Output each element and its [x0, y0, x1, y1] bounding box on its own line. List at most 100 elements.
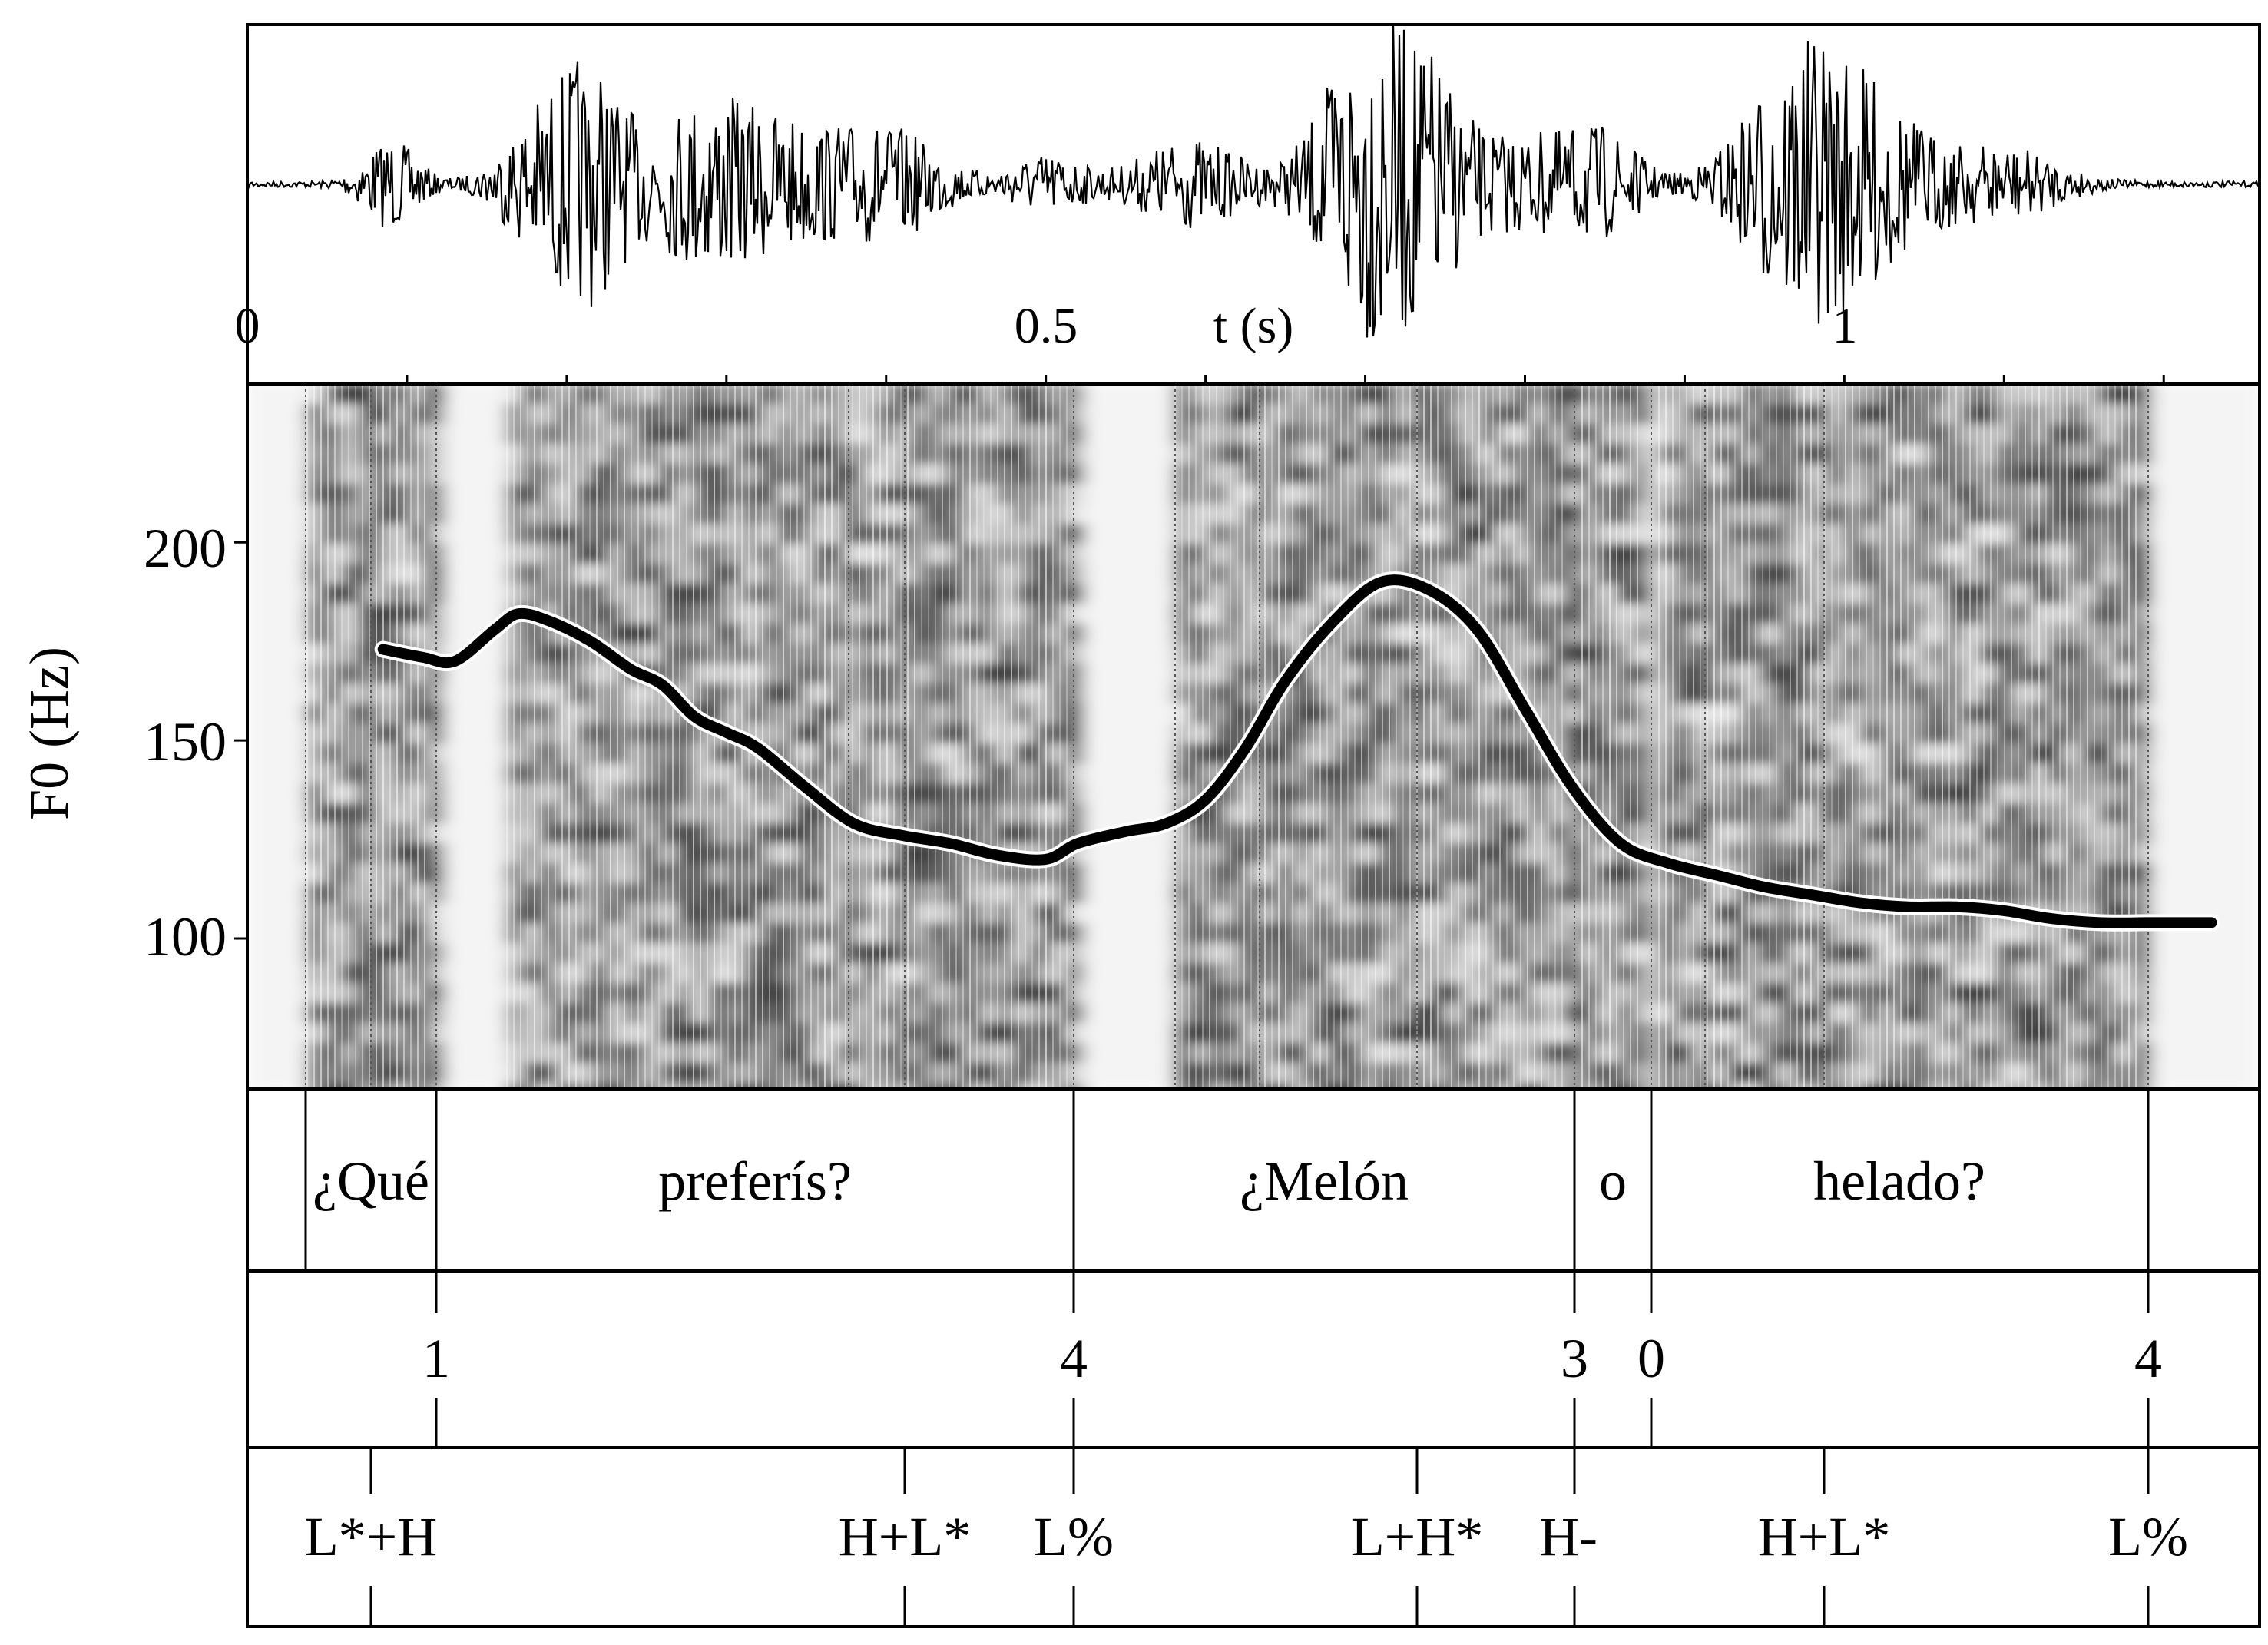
spectrogram-cell	[358, 524, 376, 545]
spectrogram-cell	[625, 883, 644, 905]
spectrogram-cell	[1633, 664, 1651, 685]
spectrogram-cell	[1896, 624, 1914, 645]
spectrogram-cell	[676, 1043, 694, 1064]
spectrogram-cell	[2048, 743, 2066, 765]
spectrogram-cell	[2081, 723, 2100, 745]
spectrogram-cell	[1693, 763, 1711, 785]
spectrogram-cell	[642, 823, 661, 845]
spectrogram-cell	[845, 783, 863, 805]
spectrogram-cell	[591, 504, 610, 525]
spectrogram-cell	[743, 963, 762, 985]
spectrogram-cell	[642, 504, 661, 525]
spectrogram-cell	[1777, 1083, 1796, 1089]
spectrogram-cell	[1226, 983, 1244, 1005]
spectrogram-cell	[1760, 1083, 1779, 1089]
spectrogram-cell	[1896, 504, 1914, 525]
spectrogram-cell	[946, 943, 965, 965]
spectrogram-cell	[1616, 524, 1634, 545]
spectrogram-cell	[1946, 664, 1965, 685]
spectrogram-cell	[1811, 763, 1829, 785]
spectrogram-cell	[1378, 823, 1396, 845]
spectrogram-cell	[2081, 1083, 2100, 1089]
spectrogram-cell	[1260, 983, 1278, 1005]
spectrogram-cell	[1760, 1043, 1779, 1064]
spectrogram-cell	[1395, 943, 1413, 965]
spectrogram-cell	[794, 484, 813, 505]
spectrogram-cell	[1862, 1083, 1880, 1089]
spectrogram-cell	[777, 464, 796, 485]
spectrogram-cell	[1929, 624, 1948, 645]
spectrogram-cell	[1777, 624, 1796, 645]
spectrogram-cell	[828, 1003, 846, 1024]
spectrogram-cell	[727, 524, 745, 545]
spectrogram-cell	[2048, 1063, 2066, 1084]
spectrogram-cell	[1811, 1003, 1829, 1024]
spectrogram-cell	[1547, 1003, 1565, 1024]
spectrogram-cell	[1727, 723, 1745, 745]
spectrogram-cell	[1395, 683, 1413, 705]
spectrogram-cell	[1727, 424, 1745, 445]
spectrogram-cell	[1811, 1083, 1829, 1089]
spectrogram-cell	[2115, 624, 2134, 645]
spectrogram-cell	[1633, 524, 1651, 545]
spectrogram-cell	[1293, 923, 1312, 945]
spectrogram-cell	[1479, 544, 1498, 565]
spectrogram-cell	[1344, 783, 1362, 805]
spectrogram-cell	[676, 883, 694, 905]
spectrogram-cell	[558, 703, 576, 725]
spectrogram-cell	[591, 524, 610, 545]
spectrogram-cell	[2115, 404, 2134, 425]
spectrogram-cell	[1659, 943, 1677, 965]
spectrogram-cell	[1946, 1003, 1965, 1024]
spectrogram-cell	[642, 1063, 661, 1084]
spectrogram-cell	[2098, 1023, 2117, 1044]
spectrogram-cell	[1633, 564, 1651, 585]
spectrogram-cell	[1564, 1043, 1582, 1064]
spectrogram-cell	[1513, 1043, 1531, 1064]
spectrogram-cell	[2098, 1083, 2117, 1089]
spectrogram-cell	[1929, 524, 1948, 545]
spectrogram-cell	[1896, 1083, 1914, 1089]
spectrogram-cell	[997, 584, 1015, 605]
spectrogram-cell	[997, 923, 1015, 945]
spectrogram-cell	[1048, 464, 1066, 485]
spectrogram-cell	[524, 524, 542, 545]
spectrogram-cell	[2115, 983, 2134, 1005]
spectrogram-cell	[558, 883, 576, 905]
spectrogram-cell	[2081, 404, 2100, 425]
spectrogram-cell	[1530, 644, 1548, 665]
spectrogram-cell	[574, 723, 593, 745]
spectrogram-cell	[1828, 404, 1846, 425]
spectrogram-cell	[358, 504, 376, 525]
spectrogram-cell	[1963, 464, 1982, 485]
break-index-1: 1	[422, 1328, 450, 1389]
spectrogram-cell	[946, 683, 965, 705]
spectrogram-cell	[1862, 863, 1880, 885]
spectrogram-cell	[777, 723, 796, 745]
spectrogram-cell	[642, 644, 661, 665]
spectrogram-cell	[1710, 783, 1728, 805]
word-label-helado: helado?	[1813, 1150, 1985, 1212]
spectrogram-cell	[2098, 464, 2117, 485]
spectrogram-cell	[642, 743, 661, 765]
spectrogram-cell	[710, 564, 728, 585]
spectrogram-cell	[307, 943, 326, 965]
spectrogram-cell	[307, 843, 326, 865]
spectrogram-cell	[358, 823, 376, 845]
spectrogram-cell	[1243, 604, 1261, 625]
spectrogram-cell	[1293, 1023, 1312, 1044]
spectrogram-cell	[1828, 444, 1846, 465]
spectrogram-cell	[1777, 703, 1796, 725]
spectrogram-cell	[1760, 404, 1779, 425]
spectrogram-cell	[980, 703, 998, 725]
spectrogram-cell	[1209, 524, 1227, 545]
spectrogram-cell	[659, 564, 677, 585]
spectrogram-cell	[1946, 963, 1965, 985]
spectrogram-cell	[591, 723, 610, 745]
spectrogram-cell	[1293, 1063, 1312, 1084]
spectrogram-cell	[828, 564, 846, 585]
spectrogram-cell	[2048, 1083, 2066, 1089]
spectrogram-cell	[1014, 1083, 1032, 1089]
spectrogram-cell	[507, 943, 525, 965]
